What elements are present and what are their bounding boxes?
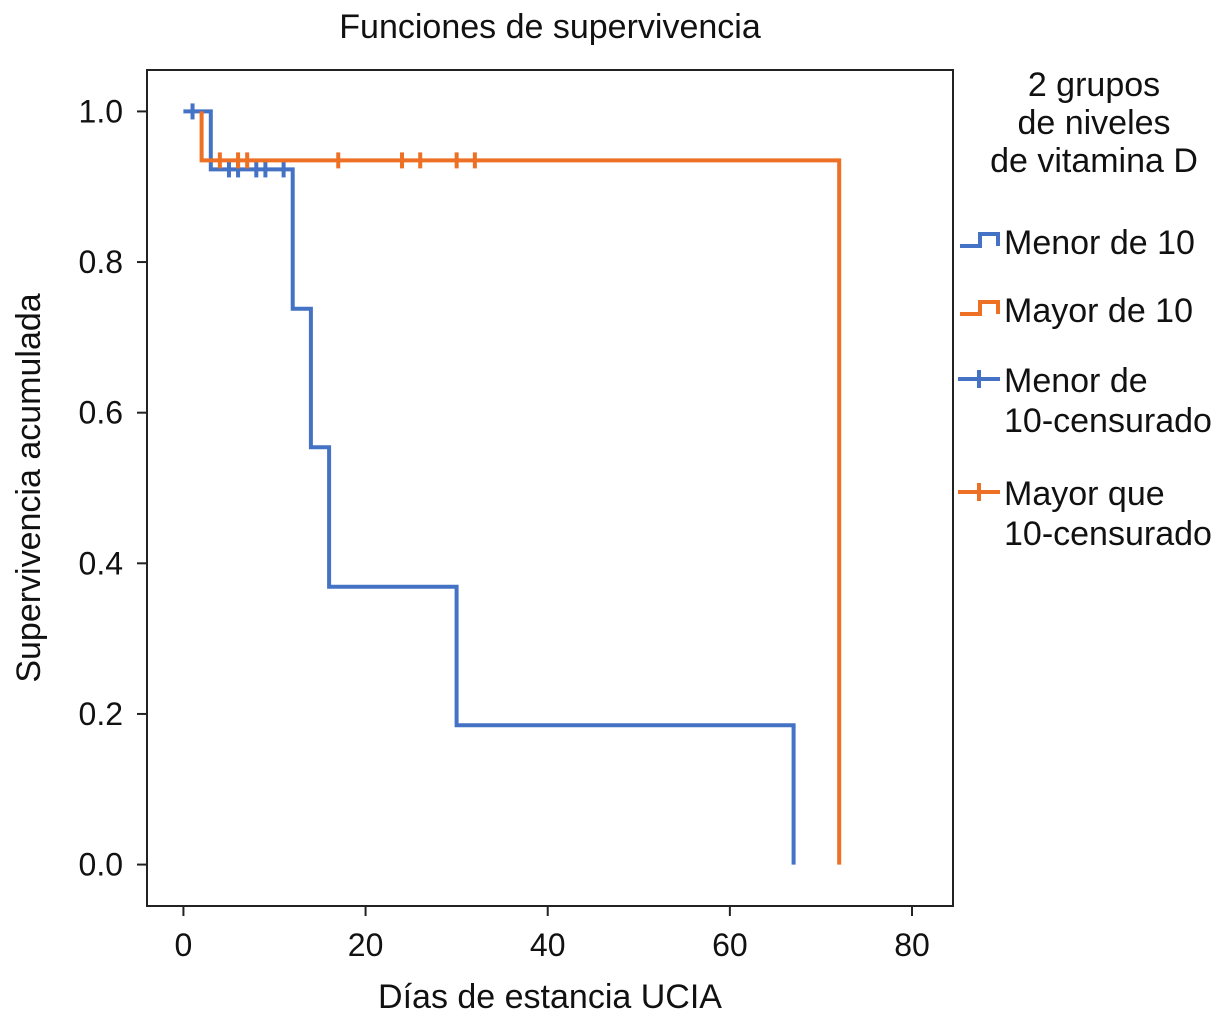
legend-label: Menor de 10 <box>1004 224 1195 262</box>
legend-step-swatch <box>960 300 1000 316</box>
y-tick-label: 0.6 <box>79 395 123 431</box>
legend-label: Mayor de 10 <box>1004 292 1193 330</box>
legend-step-swatch <box>960 232 1000 248</box>
y-tick-label: 0.2 <box>79 696 123 732</box>
plot-frame <box>146 69 954 907</box>
y-tick-label: 1.0 <box>79 93 123 129</box>
x-tick-label: 0 <box>175 927 193 963</box>
x-tick-label: 40 <box>530 927 566 963</box>
y-axis: 0.0 0.2 0.4 0.6 0.8 1.0 <box>79 93 147 883</box>
chart-title: Funciones de supervivencia <box>339 8 761 46</box>
x-axis-label: Días de estancia UCIA <box>378 978 722 1016</box>
x-tick-label: 60 <box>712 927 748 963</box>
x-axis: 0 20 40 60 80 <box>175 906 930 963</box>
y-tick-label: 0.8 <box>79 244 123 280</box>
legend-label: 10-censurado <box>1004 402 1212 440</box>
legend-title-line: de niveles <box>1017 104 1170 142</box>
x-tick-label: 80 <box>894 927 930 963</box>
x-tick-label: 20 <box>348 927 384 963</box>
legend-label: Mayor que <box>1004 475 1165 513</box>
y-tick-label: 0.0 <box>79 847 123 883</box>
y-tick-label: 0.4 <box>79 545 123 581</box>
legend-label: Menor de <box>1004 362 1148 400</box>
legend-label: 10-censurado <box>1004 515 1212 553</box>
series-line-menor-de-10 <box>183 109 796 865</box>
legend-title-line: de vitamina D <box>990 142 1198 180</box>
series-layer <box>183 103 842 865</box>
legend-entry: Menor de 10 <box>960 224 1195 262</box>
y-axis-label: Supervivencia acumulada <box>10 293 48 682</box>
series-line-mayor-de-10 <box>199 111 842 865</box>
legend-entry: Mayor de 10 <box>960 292 1193 330</box>
legend-title-line: 2 grupos <box>1028 66 1160 104</box>
